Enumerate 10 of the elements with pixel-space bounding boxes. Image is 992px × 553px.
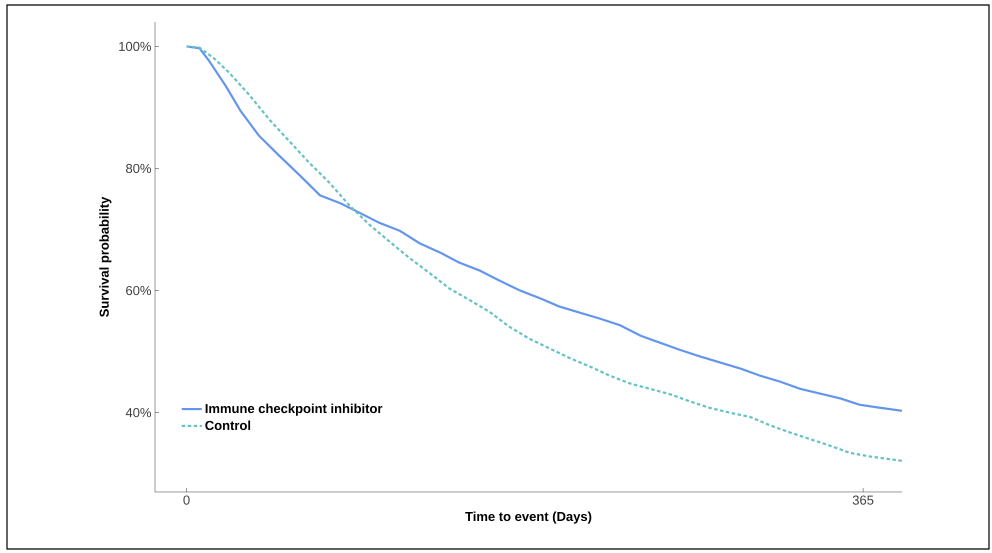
y-tick-label: 100% [119,42,152,52]
legend-label: Control [205,420,250,430]
y-axis-title: Survival probability [99,196,112,317]
x-tick-label: 0 [183,496,190,505]
legend-label: Immune checkpoint inhibitor [206,404,382,416]
x-axis-title: Time to event (Days) [465,512,592,524]
y-tick-label: 40% [126,408,152,418]
y-tick-label: 60% [126,286,152,296]
x-tick-label: 365 [852,496,874,505]
y-tick-label: 80% [126,164,152,174]
